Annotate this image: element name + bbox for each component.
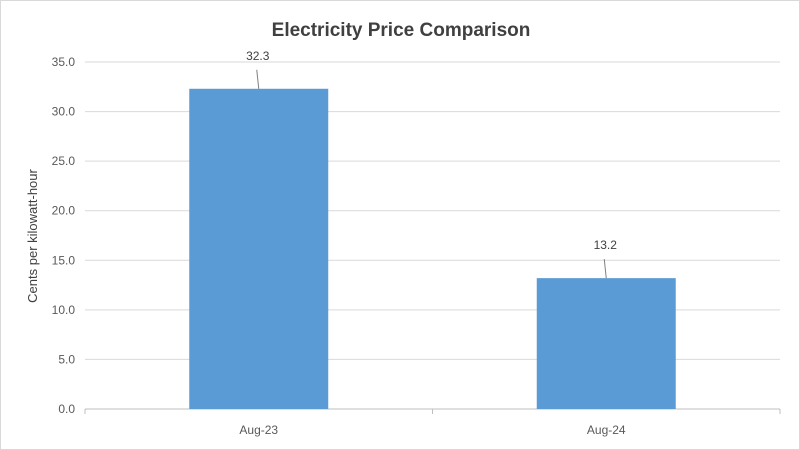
bars: [189, 88, 676, 410]
y-axis-label: Cents per kilowatt-hour: [25, 168, 40, 302]
y-tick-label: 35.0: [52, 55, 76, 69]
data-label: 13.2: [594, 238, 618, 252]
y-tick-label: 20.0: [52, 204, 76, 218]
x-tick-label: Aug-23: [239, 423, 278, 437]
y-tick-label: 5.0: [58, 352, 75, 366]
y-tick-label: 0.0: [58, 402, 75, 416]
bar-aug-24: [536, 278, 676, 409]
y-tick-label: 10.0: [52, 303, 76, 317]
chart-title: Electricity Price Comparison: [272, 20, 531, 41]
y-axis-ticks: 0.0 5.0 10.0 15.0 20.0 25.0 30.0 35.0: [52, 55, 76, 416]
x-axis-ticks: Aug-23 Aug-24: [239, 423, 626, 437]
x-tick-label: Aug-24: [587, 423, 626, 437]
y-tick-label: 30.0: [52, 105, 76, 119]
data-labels: 32.3 13.2: [246, 49, 618, 279]
data-label: 32.3: [246, 49, 270, 63]
data-label-leader: [603, 259, 607, 279]
bar-aug-23: [189, 88, 329, 410]
data-label-leader: [256, 69, 260, 89]
y-tick-label: 15.0: [52, 253, 76, 267]
y-tick-label: 25.0: [52, 154, 76, 168]
